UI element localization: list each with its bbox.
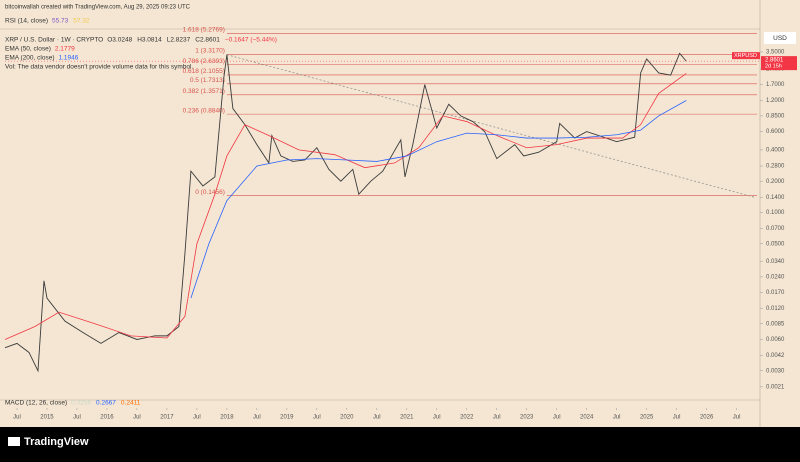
price-tag-countdown: 2d 15h (765, 64, 782, 70)
fib-label: 0.786 (2.6393) (183, 58, 225, 65)
fib-label: 0.5 (1.7313) (190, 77, 225, 84)
x-tick-label: 2026 (700, 415, 714, 421)
fib-label: 0.618 (2.1055) (183, 68, 225, 75)
fib-label: 0 (0.1456) (195, 189, 225, 196)
x-tick-label: Jul (493, 415, 501, 421)
y-tick-label: 0.2800 (766, 164, 785, 170)
x-tick-label: Jul (193, 415, 201, 421)
x-tick-label: Jul (313, 415, 321, 421)
symbol-tag: XRPUSD (734, 53, 757, 59)
unit-box (764, 32, 796, 44)
ema200-name: EMA (200, close) (5, 55, 55, 62)
x-tick-label: 2018 (220, 415, 234, 421)
y-tick-label: 0.6000 (766, 129, 785, 135)
x-tick-label: Jul (73, 415, 81, 421)
legend-readout: O3.0248 (107, 37, 132, 44)
x-tick-label: Jul (733, 415, 741, 421)
legend-readout: L2.8237 (167, 37, 191, 44)
x-tick-label: 2021 (400, 415, 414, 421)
fib-label: 0.236 (0.8840) (183, 107, 225, 114)
fib-label: 0.382 (1.3571) (183, 88, 225, 95)
y-unit: USD (773, 35, 787, 42)
legend-readout: 2.1779 (55, 46, 75, 53)
y-tick-label: 0.0170 (766, 290, 785, 296)
x-tick-label: Jul (433, 415, 441, 421)
footer-bar (0, 427, 800, 457)
price-line (4, 73, 687, 340)
legend-readout: C2.8601 (195, 37, 220, 44)
price-line (190, 100, 687, 299)
x-tick-label: Jul (373, 415, 381, 421)
price-tag-value: 2.8601 (765, 58, 784, 64)
price-tag-box (761, 56, 797, 71)
y-tick-label: 0.1000 (766, 210, 785, 216)
attribution: bitcoinwallah created with TradingView.c… (5, 5, 191, 11)
x-tick-label: 2015 (40, 415, 54, 421)
brand-logo (8, 437, 20, 446)
x-tick-label: 2020 (340, 415, 354, 421)
y-tick-label: 0.1400 (766, 195, 785, 201)
y-tick-label: 1.7000 (766, 82, 785, 88)
x-tick-label: 2023 (520, 415, 534, 421)
y-tick-label: 0.0340 (766, 259, 785, 265)
x-tick-label: 2024 (580, 415, 594, 421)
x-tick-label: Jul (613, 415, 621, 421)
macd-name: MACD (12, 26, close) (5, 400, 67, 407)
y-tick-label: 0.2000 (766, 179, 785, 185)
symbol-tag-box (732, 52, 760, 60)
legend-readout: −0.1647 (−5.44%) (225, 37, 277, 44)
x-tick-label: Jul (133, 415, 141, 421)
y-tick-label: 3.5000 (766, 50, 785, 56)
x-tick-label: Jul (13, 415, 21, 421)
y-tick-label: 0.0120 (766, 306, 785, 312)
chart-background (0, 0, 800, 427)
x-tick-label: Jul (553, 415, 561, 421)
legend-readout: 0.0256 (71, 400, 91, 407)
y-tick-label: 0.0700 (766, 226, 785, 232)
x-tick-label: 2025 (640, 415, 654, 421)
symbol-title: XRP / U.S. Dollar · 1W · CRYPTO (5, 37, 103, 44)
fib-label: 1 (3.3170) (195, 48, 225, 55)
legend-readout: H3.0814 (137, 37, 162, 44)
y-tick-label: 0.8500 (766, 113, 785, 119)
y-tick-label: 1.2000 (766, 98, 785, 104)
fib-label: 1.618 (5.2769) (183, 27, 225, 34)
y-tick-label: 0.0085 (766, 321, 785, 327)
x-tick-label: 2016 (100, 415, 114, 421)
x-tick-label: 2017 (160, 415, 174, 421)
trendline (226, 54, 755, 198)
price-line (4, 52, 687, 373)
legend-readout: 0.2667 (96, 400, 116, 407)
y-tick-label: 0.0042 (766, 353, 785, 359)
volume-note: Vol: The data vendor doesn't provide vol… (5, 64, 193, 71)
y-tick-label: 0.0030 (766, 368, 785, 374)
x-tick-label: 2022 (460, 415, 474, 421)
ema50-name: EMA (50, close) (5, 46, 51, 53)
legend-readout: 1.1946 (59, 55, 79, 62)
y-tick-label: 0.4000 (766, 147, 785, 153)
legend-readout: 55.73 (52, 18, 69, 25)
y-tick-label: 0.0021 (766, 384, 785, 390)
y-tick-label: 0.0060 (766, 337, 785, 343)
brand: TradingView (8, 436, 89, 448)
legend-readout: 57.32 (73, 18, 90, 25)
legend-readout: 0.2411 (121, 400, 141, 407)
y-tick-label: 0.0240 (766, 274, 785, 280)
x-tick-label: 2019 (280, 415, 294, 421)
y-tick-label: 0.0500 (766, 241, 785, 247)
x-tick-label: Jul (253, 415, 261, 421)
brand-name: TradingView (24, 436, 89, 448)
rsi-name: RSI (14, close) (5, 18, 48, 25)
x-tick-label: Jul (673, 415, 681, 421)
